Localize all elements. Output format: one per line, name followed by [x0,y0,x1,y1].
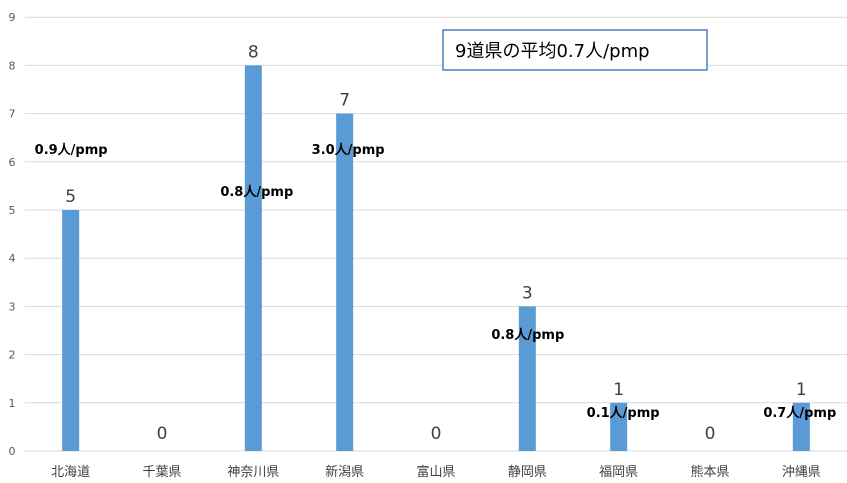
bars [62,65,810,452]
value-labels: 5 0 8 7 0 3 1 0 1 [65,42,806,444]
x-tick-label: 静岡県 [508,465,547,480]
bar [610,402,628,451]
y-tick-label: 7 [9,108,16,121]
x-tick-label: 千葉県 [142,465,181,480]
x-tick-label: 新潟県 [325,464,364,480]
y-tick-label: 4 [9,252,16,265]
y-axis-ticks: 0 1 2 3 4 5 6 7 8 9 [9,11,16,458]
per-million-labels: 0.9人/pmp 0.8人/pmp 3.0人/pmp 0.8人/pmp 0.1人/pmp… [35,142,837,421]
average-annotation: 9道県の平均0.7人/pmp [442,29,708,71]
x-tick-label: 北海道 [51,465,90,480]
average-annotation-text: 9道県の平均0.7人/pmp [455,41,650,62]
per-million-label: 0.9人/pmp [35,142,108,158]
bar [518,306,536,451]
y-tick-label: 5 [9,204,16,217]
value-label: 5 [65,187,76,207]
average-annotation-box [442,29,708,71]
per-million-label: 3.0人/pmp [312,142,385,158]
x-tick-label: 熊本県 [690,464,729,480]
y-tick-label: 1 [9,397,16,410]
gridlines [25,16,847,452]
y-tick-label: 2 [9,349,16,362]
y-tick-label: 6 [9,156,16,169]
x-tick-label: 神奈川県 [227,465,279,480]
value-label: 0 [431,424,442,444]
per-million-label: 0.8人/pmp [220,184,293,200]
value-label: 3 [522,283,533,303]
per-million-label: 0.8人/pmp [491,327,564,343]
bar [244,65,262,452]
x-tick-label: 沖縄県 [782,465,821,480]
value-label: 1 [796,380,807,400]
x-tick-label: 富山県 [416,464,455,480]
per-million-label: 0.7人/pmp [763,405,836,421]
y-tick-label: 3 [9,300,16,313]
value-label: 8 [248,42,259,62]
y-tick-label: 9 [9,11,16,24]
value-label: 7 [339,91,350,111]
bar [792,402,810,451]
bar [336,113,354,451]
y-tick-label: 8 [9,59,16,72]
value-label: 1 [613,380,624,400]
per-million-label: 0.1人/pmp [587,405,660,421]
value-label: 0 [705,424,716,444]
bar [62,210,80,451]
x-axis-categories: 北海道 千葉県 神奈川県 新潟県 富山県 静岡県 福岡県 熊本県 沖縄県 [51,464,821,480]
value-label: 0 [157,424,168,444]
y-tick-label: 0 [9,445,16,458]
x-tick-label: 福岡県 [599,465,638,480]
